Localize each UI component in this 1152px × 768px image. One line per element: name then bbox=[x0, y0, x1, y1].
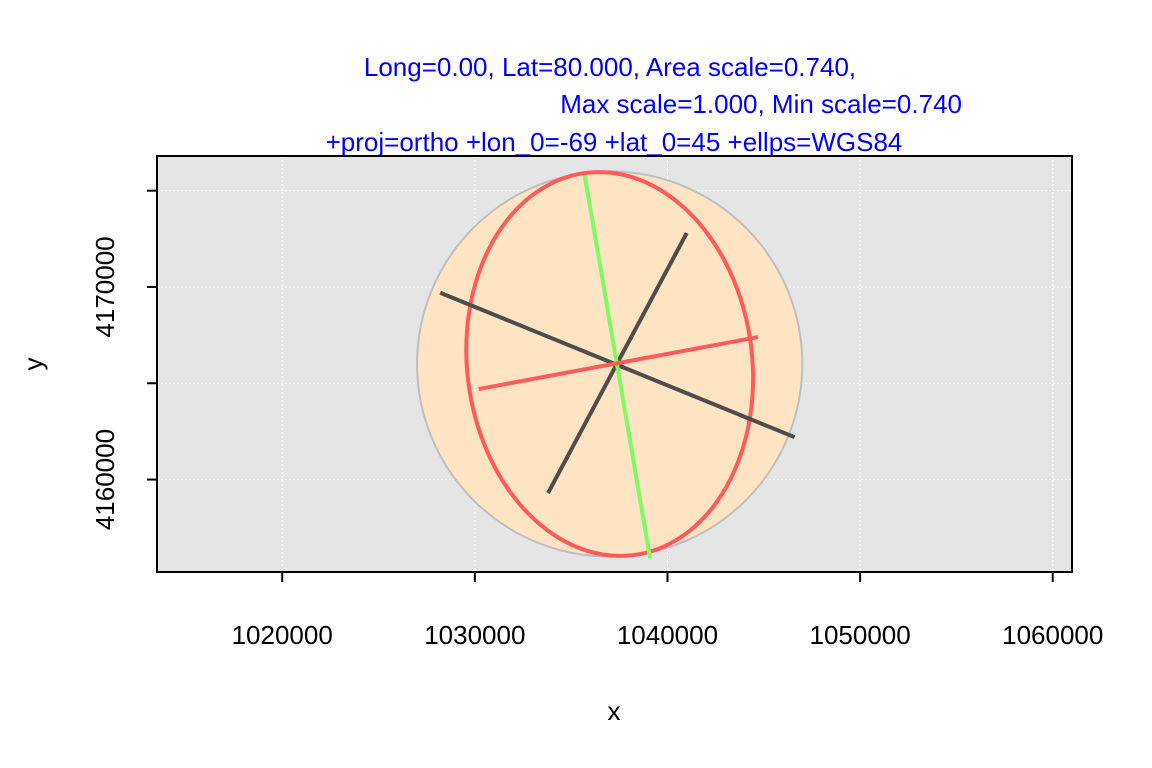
x-tick-label-0: 1020000 bbox=[232, 620, 333, 650]
title-line-1: Long=0.00, Lat=80.000, Area scale=0.740, bbox=[364, 52, 856, 82]
x-tick-label-3: 1050000 bbox=[809, 620, 910, 650]
x-axis: 1020000 1030000 1040000 1050000 1060000 bbox=[232, 572, 1103, 650]
title-line-2: Max scale=1.000, Min scale=0.740 bbox=[560, 89, 962, 119]
x-tick-label-1: 1030000 bbox=[424, 620, 525, 650]
plot-border bbox=[156, 155, 1073, 573]
major-axis-line bbox=[582, 174, 653, 559]
minor-axis-line bbox=[478, 335, 759, 392]
y-axis: 4160000 4170000 bbox=[90, 189, 157, 530]
chart-title: Long=0.00, Lat=80.000, Area scale=0.740,… bbox=[326, 52, 962, 157]
title-line-3: +proj=ortho +lon_0=-69 +lat_0=45 +ellps=… bbox=[326, 127, 903, 157]
x-tick-label-2: 1040000 bbox=[617, 620, 718, 650]
x-axis-title: x bbox=[608, 696, 621, 726]
tissot-ellipse bbox=[464, 170, 756, 558]
y-tick-label-2: 4170000 bbox=[90, 236, 120, 337]
tissot-indicatrix bbox=[416, 170, 804, 559]
y-axis-title: y bbox=[18, 358, 48, 371]
y-tick-label-0: 4160000 bbox=[90, 429, 120, 530]
x-tick-label-4: 1060000 bbox=[1002, 620, 1103, 650]
